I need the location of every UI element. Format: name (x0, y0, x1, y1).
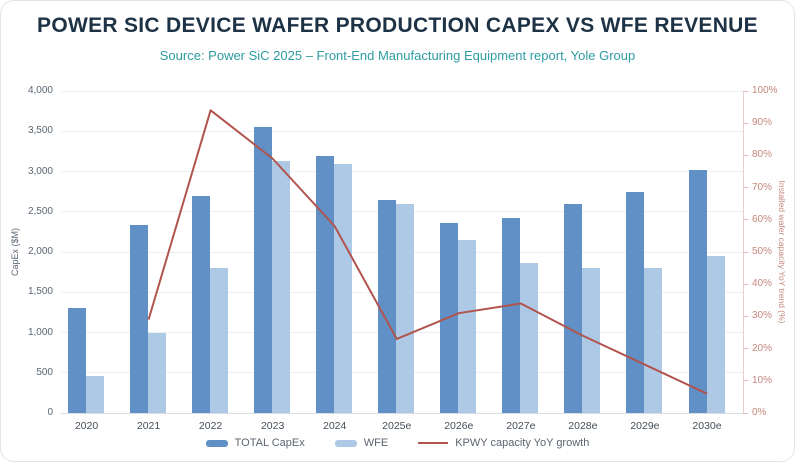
bar-total-capex (688, 169, 707, 413)
right-axis-tick-label: 60% (752, 213, 773, 225)
right-axis-tick-label: 100% (752, 85, 778, 96)
right-axis-tick (743, 283, 748, 285)
legend-item-growth: KPWY capacity YoY growth (418, 437, 589, 449)
x-axis-label: 2028e (568, 420, 598, 432)
left-axis-caption: CapEx ($M) (10, 227, 20, 277)
x-axis-label: 2025e (382, 420, 412, 432)
bar-total-capex (192, 195, 211, 413)
bar-wfe (706, 256, 725, 413)
x-axis-label: 2024 (323, 420, 347, 432)
bar-wfe (644, 268, 663, 413)
x-axis-label: 2021 (136, 420, 161, 432)
bar-wfe (86, 375, 104, 413)
legend-item-total-capex: TOTAL CapEx (205, 437, 305, 449)
x-axis-label: 2022 (198, 420, 223, 432)
chart-subtitle: Source: Power SiC 2025 – Front-End Manuf… (159, 48, 636, 63)
right-axis-tick (743, 380, 748, 382)
right-axis-tick-label: 90% (752, 117, 773, 129)
right-axis-tick-label: 10% (752, 374, 773, 386)
right-axis-tick-label: 30% (752, 310, 773, 322)
legend-item-wfe: WFE (334, 437, 389, 449)
bar-total-capex (68, 308, 86, 413)
right-axis-tick (743, 154, 748, 156)
bar-wfe (272, 161, 291, 413)
wfe-swatch (334, 439, 357, 447)
right-axis-tick-label: 50% (752, 246, 773, 257)
bar-wfe (458, 239, 477, 413)
left-axis-tick-label: 1,000 (27, 326, 53, 338)
right-axis-tick-label: 40% (752, 278, 773, 290)
x-axis-label: 2023 (260, 420, 285, 432)
legend-label-wfe: WFE (363, 437, 389, 449)
bar-wfe (520, 262, 539, 413)
chart-title: POWER SIC DEVICE WAFER PRODUCTION CAPEX … (37, 14, 758, 37)
legend: TOTAL CapEx WFE KPWY capacity YoY growth (1, 437, 794, 449)
left-axis-tick-label: 2,500 (27, 205, 53, 217)
left-axis-tick-label: 2,000 (27, 246, 53, 257)
right-axis-tick (743, 251, 748, 253)
right-axis-tick-label: 80% (752, 149, 773, 161)
bar-total-capex (502, 218, 521, 413)
total-capex-swatch (205, 439, 228, 447)
x-axis-label: 2020 (74, 420, 99, 432)
left-axis-tick-label: 4,000 (27, 85, 53, 96)
left-axis-tick-label: 0 (47, 407, 53, 418)
bar-total-capex (254, 127, 273, 413)
bar-wfe (334, 164, 353, 413)
bar-wfe (210, 268, 229, 413)
bar-total-capex (564, 203, 583, 413)
right-axis-caption: Installed wafer capacity YoY trend (%) (777, 180, 787, 324)
bar-total-capex (378, 200, 397, 413)
x-axis-label: 2026e (444, 420, 474, 432)
left-axis-tick-label: 3,500 (27, 125, 53, 137)
x-axis-label: 2030e (692, 420, 722, 432)
right-axis-tick (743, 412, 748, 414)
right-axis-tick (743, 315, 748, 317)
gridline (61, 130, 743, 132)
gridline (61, 412, 743, 414)
growth-line (147, 109, 708, 395)
right-axis-tick (743, 348, 748, 350)
left-axis-tick-label: 1,500 (27, 286, 53, 298)
x-axis-label: 2029e (630, 420, 660, 432)
legend-label-total-capex: TOTAL CapEx (234, 437, 305, 449)
bar-total-capex (130, 225, 149, 413)
left-axis-tick-label: 3,000 (27, 165, 53, 177)
bar-wfe (148, 332, 167, 413)
right-axis-tick-label: 20% (752, 342, 773, 354)
right-axis-tick (743, 219, 748, 221)
left-axis-tick-label: 500 (36, 366, 53, 378)
x-axis-label: 2027e (506, 420, 536, 432)
right-axis-tick-label: 0% (752, 407, 767, 418)
gridline (61, 171, 743, 172)
growth-line-svg (147, 109, 708, 395)
right-axis-tick-label: 70% (752, 181, 773, 193)
gridline (61, 90, 743, 92)
legend-label-growth: KPWY capacity YoY growth (455, 437, 590, 449)
right-axis-tick (743, 187, 748, 189)
right-axis-tick (743, 90, 748, 92)
growth-line-swatch (418, 441, 449, 445)
bar-wfe (396, 203, 415, 413)
right-axis-tick (743, 122, 748, 124)
